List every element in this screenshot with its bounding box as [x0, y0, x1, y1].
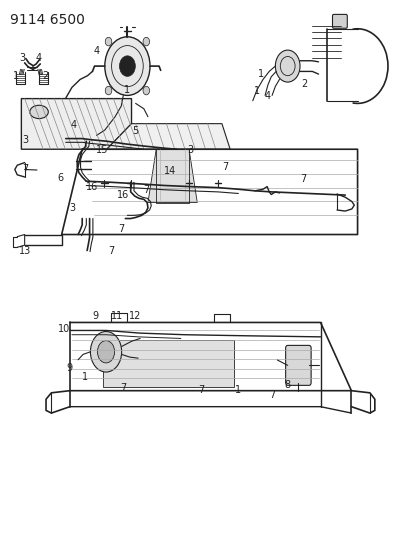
Ellipse shape — [30, 106, 48, 119]
Text: 15: 15 — [96, 146, 108, 155]
Text: 2: 2 — [301, 79, 307, 89]
Text: 4: 4 — [70, 120, 76, 130]
Circle shape — [143, 86, 150, 95]
Polygon shape — [21, 99, 132, 149]
Text: 10: 10 — [58, 325, 70, 334]
Text: 4: 4 — [264, 91, 270, 101]
Text: 1: 1 — [125, 85, 130, 94]
Text: 7: 7 — [120, 383, 127, 393]
Bar — [103, 340, 234, 387]
Text: 6: 6 — [58, 173, 64, 183]
Circle shape — [105, 86, 112, 95]
Text: 16: 16 — [86, 182, 99, 191]
Text: 4: 4 — [36, 53, 42, 62]
Text: 7: 7 — [300, 174, 307, 184]
Text: 1: 1 — [236, 385, 241, 395]
Text: 7: 7 — [22, 165, 29, 174]
Circle shape — [143, 37, 150, 46]
Text: 16: 16 — [117, 190, 129, 200]
Text: 13: 13 — [19, 246, 32, 255]
Circle shape — [120, 56, 135, 76]
Polygon shape — [107, 124, 230, 149]
Text: 7: 7 — [118, 224, 125, 234]
FancyBboxPatch shape — [332, 14, 347, 28]
Text: 7: 7 — [109, 246, 115, 255]
Text: 1: 1 — [254, 86, 260, 95]
Text: 3: 3 — [69, 203, 75, 213]
Text: 12: 12 — [129, 311, 141, 320]
Text: 1: 1 — [83, 373, 88, 382]
Text: 3: 3 — [187, 146, 193, 155]
Text: 8: 8 — [285, 380, 291, 390]
Text: 3: 3 — [23, 135, 28, 144]
Text: 3: 3 — [20, 53, 25, 62]
Text: 2: 2 — [42, 71, 48, 81]
FancyBboxPatch shape — [286, 345, 311, 385]
Text: 4: 4 — [94, 46, 99, 55]
Text: 9: 9 — [66, 363, 72, 373]
Circle shape — [275, 50, 300, 82]
Text: 7: 7 — [269, 391, 275, 400]
Text: 11: 11 — [111, 311, 123, 320]
Text: 14: 14 — [164, 166, 177, 175]
Text: 7: 7 — [143, 185, 149, 195]
Text: 5: 5 — [132, 126, 139, 136]
Text: 9: 9 — [92, 311, 98, 320]
Circle shape — [105, 37, 112, 46]
Text: 7: 7 — [222, 163, 229, 172]
Text: 7: 7 — [198, 385, 205, 395]
Circle shape — [90, 332, 122, 372]
Circle shape — [105, 37, 150, 95]
Text: 1: 1 — [14, 71, 19, 81]
Text: 9114 6500: 9114 6500 — [10, 13, 85, 27]
Circle shape — [97, 341, 115, 363]
Text: 1: 1 — [258, 69, 264, 78]
Polygon shape — [148, 149, 197, 203]
